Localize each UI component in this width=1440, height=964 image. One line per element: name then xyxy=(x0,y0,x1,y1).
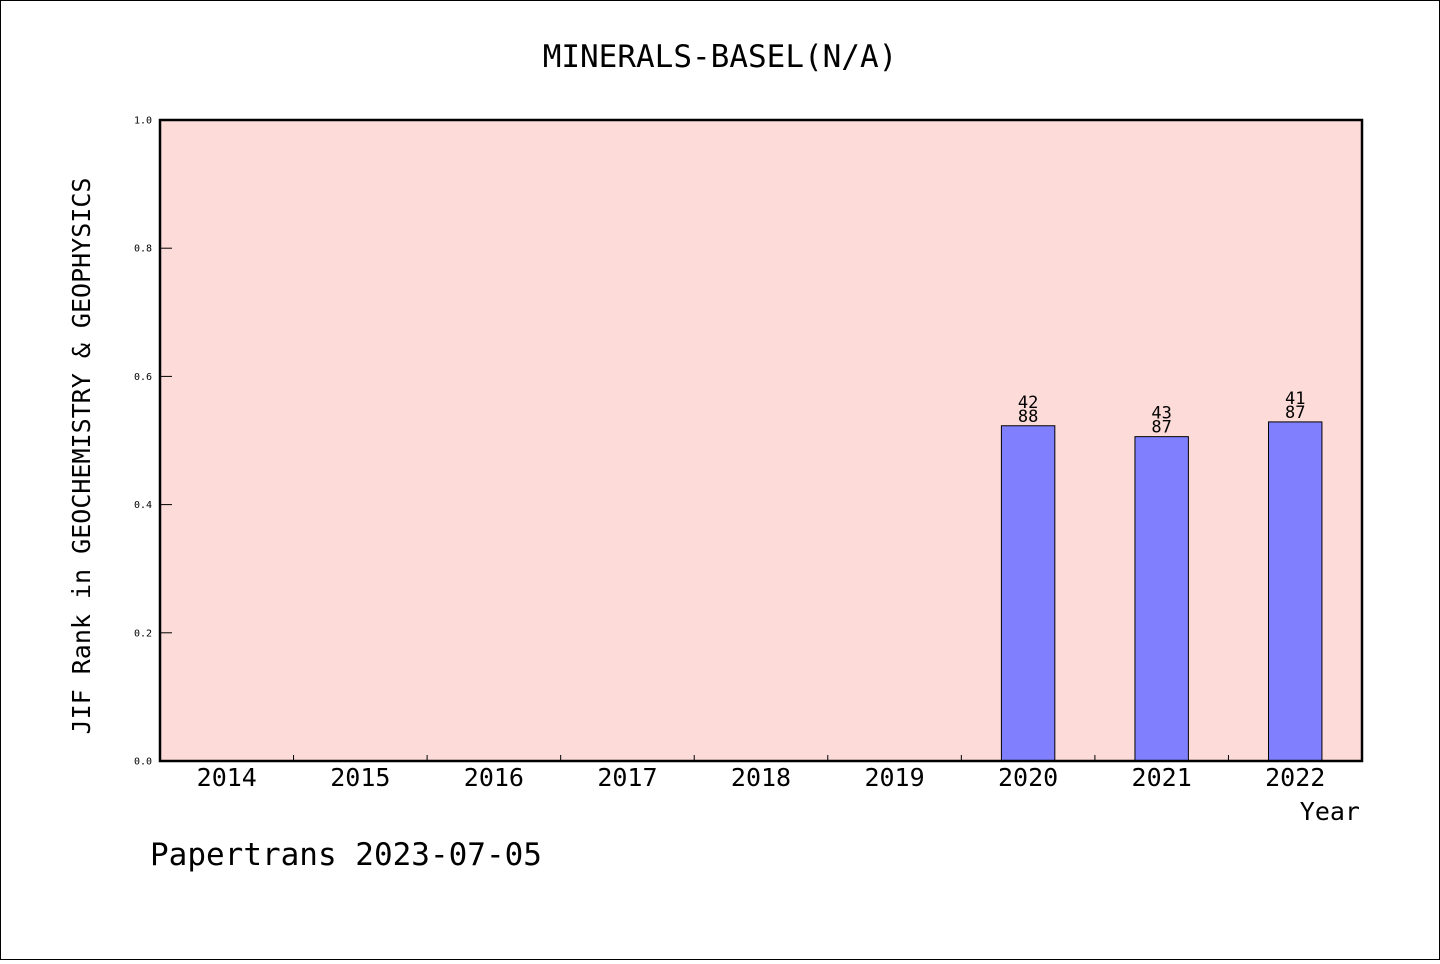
x-tick-label: 2016 xyxy=(464,763,524,792)
y-tick-label: 0.2 xyxy=(134,628,152,639)
x-tick-label: 2017 xyxy=(597,763,657,792)
bar xyxy=(1000,425,1056,762)
x-tick-label: 2014 xyxy=(197,763,257,792)
y-tick-label: 0.4 xyxy=(134,500,152,511)
footer-text: Papertrans 2023-07-05 xyxy=(150,837,542,873)
bars-layer xyxy=(1000,421,1323,762)
bar-label-total: 88 xyxy=(1018,407,1038,427)
y-tick-label: 1.0 xyxy=(134,116,152,127)
bar-label-rank: 43 xyxy=(1151,404,1171,424)
y-tick-label: 0.6 xyxy=(134,372,152,383)
bar-label-total: 87 xyxy=(1151,418,1171,438)
y-tick-label: 0.8 xyxy=(134,244,152,255)
x-tick-label: 2015 xyxy=(330,763,390,792)
bar-label-rank: 41 xyxy=(1285,389,1305,409)
x-axis-label: Year xyxy=(1300,797,1360,826)
x-tick-labels: 2014 2015 2016 2017 2018 2019 2020 2021 2022 xyxy=(197,763,1326,792)
x-tick-label: 2021 xyxy=(1132,763,1192,792)
bar-label-rank: 42 xyxy=(1018,393,1038,413)
x-tick-label: 2020 xyxy=(998,763,1058,792)
y-tick-labels: 0.0 0.2 0.4 0.6 0.8 1.0 xyxy=(134,116,152,768)
bar xyxy=(1268,421,1323,762)
y-tick-label: 0.0 xyxy=(134,757,152,768)
x-tick-label: 2022 xyxy=(1265,763,1325,792)
bar xyxy=(1134,436,1189,762)
x-tick-label: 2019 xyxy=(864,763,924,792)
plot-border xyxy=(158,118,1364,763)
y-axis-label: JIF Rank in GEOCHEMISTRY & GEOPHYSICS xyxy=(67,178,96,735)
x-tick-label: 2018 xyxy=(731,763,791,792)
bar-label-total: 87 xyxy=(1285,403,1305,423)
chart-title: MINERALS-BASEL(N/A) xyxy=(543,39,898,75)
